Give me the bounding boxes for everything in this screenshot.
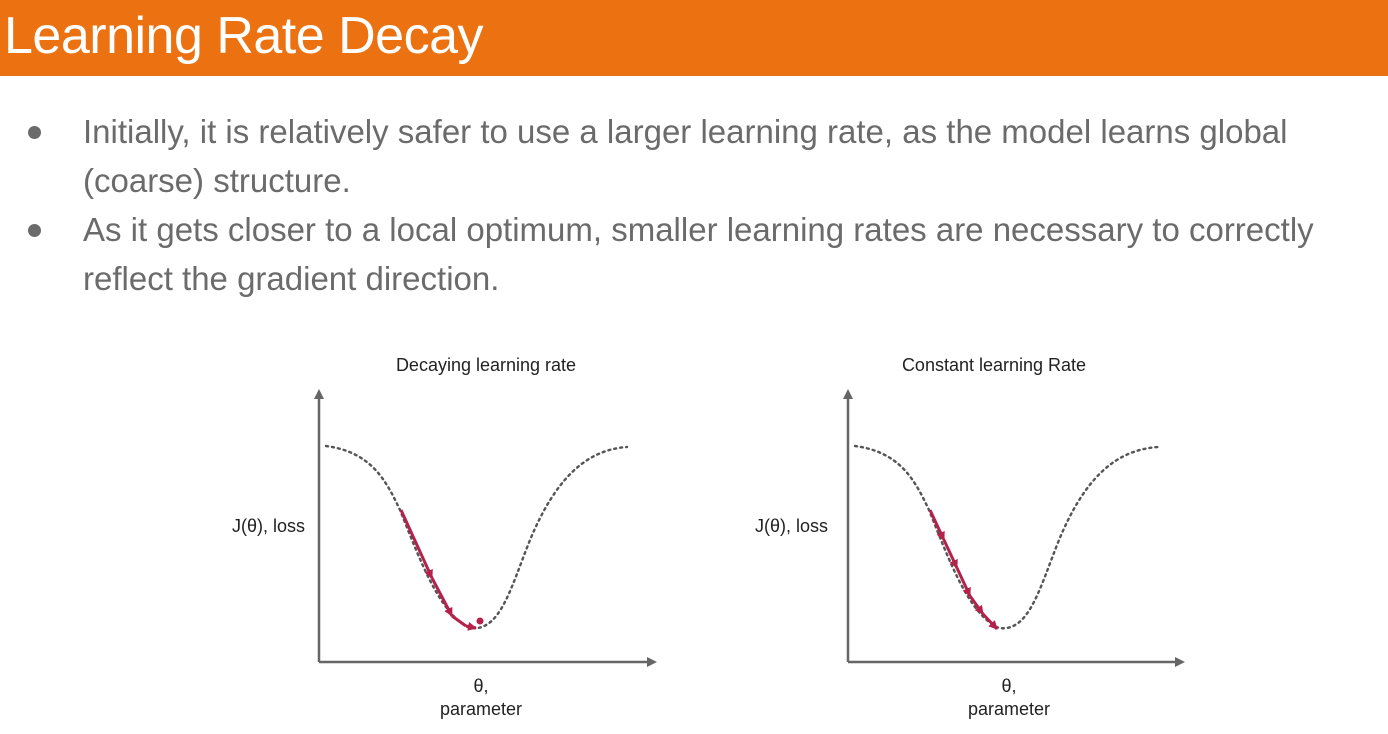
x-axis-label: parameter [968, 699, 1050, 719]
gradient-step [399, 509, 434, 579]
loss-curve [853, 444, 1160, 630]
bullet-item: Initially, it is relatively safer to use… [28, 107, 1358, 205]
bullet-item: As it gets closer to a local optimum, sm… [28, 205, 1358, 303]
gradient-step [928, 509, 946, 541]
gradient-step [942, 539, 959, 569]
diagram-decaying: Decaying learning rate J(θ), loss θ, par… [232, 355, 657, 719]
x-axis-label: θ, [1001, 676, 1016, 696]
gradient-step [968, 595, 985, 615]
diagram-constant: Constant learning Rate J(θ), loss θ, par… [755, 355, 1185, 719]
loss-curve [324, 444, 629, 630]
bullet-text: As it gets closer to a local optimum, sm… [83, 211, 1314, 297]
gradient-step [451, 614, 467, 628]
gradient-step [955, 567, 972, 597]
bullet-list: Initially, it is relatively safer to use… [28, 107, 1358, 303]
gradient-step [981, 612, 999, 631]
bullet-dot-icon [28, 224, 41, 237]
optimum-dot [476, 617, 484, 625]
gradient-step [430, 577, 454, 617]
bullet-text: Initially, it is relatively safer to use… [83, 113, 1288, 199]
diagram-title: Constant learning Rate [902, 355, 1086, 375]
x-axis-label: θ, [473, 676, 488, 696]
title-bar: Learning Rate Decay [0, 0, 1388, 76]
x-axis-label: parameter [440, 699, 522, 719]
y-axis-label: J(θ), loss [232, 516, 305, 536]
y-axis-label: J(θ), loss [755, 516, 828, 536]
gradient-step [465, 622, 477, 631]
bullet-dot-icon [28, 126, 41, 139]
slide-title: Learning Rate Decay [4, 7, 484, 65]
diagram-title: Decaying learning rate [396, 355, 576, 375]
